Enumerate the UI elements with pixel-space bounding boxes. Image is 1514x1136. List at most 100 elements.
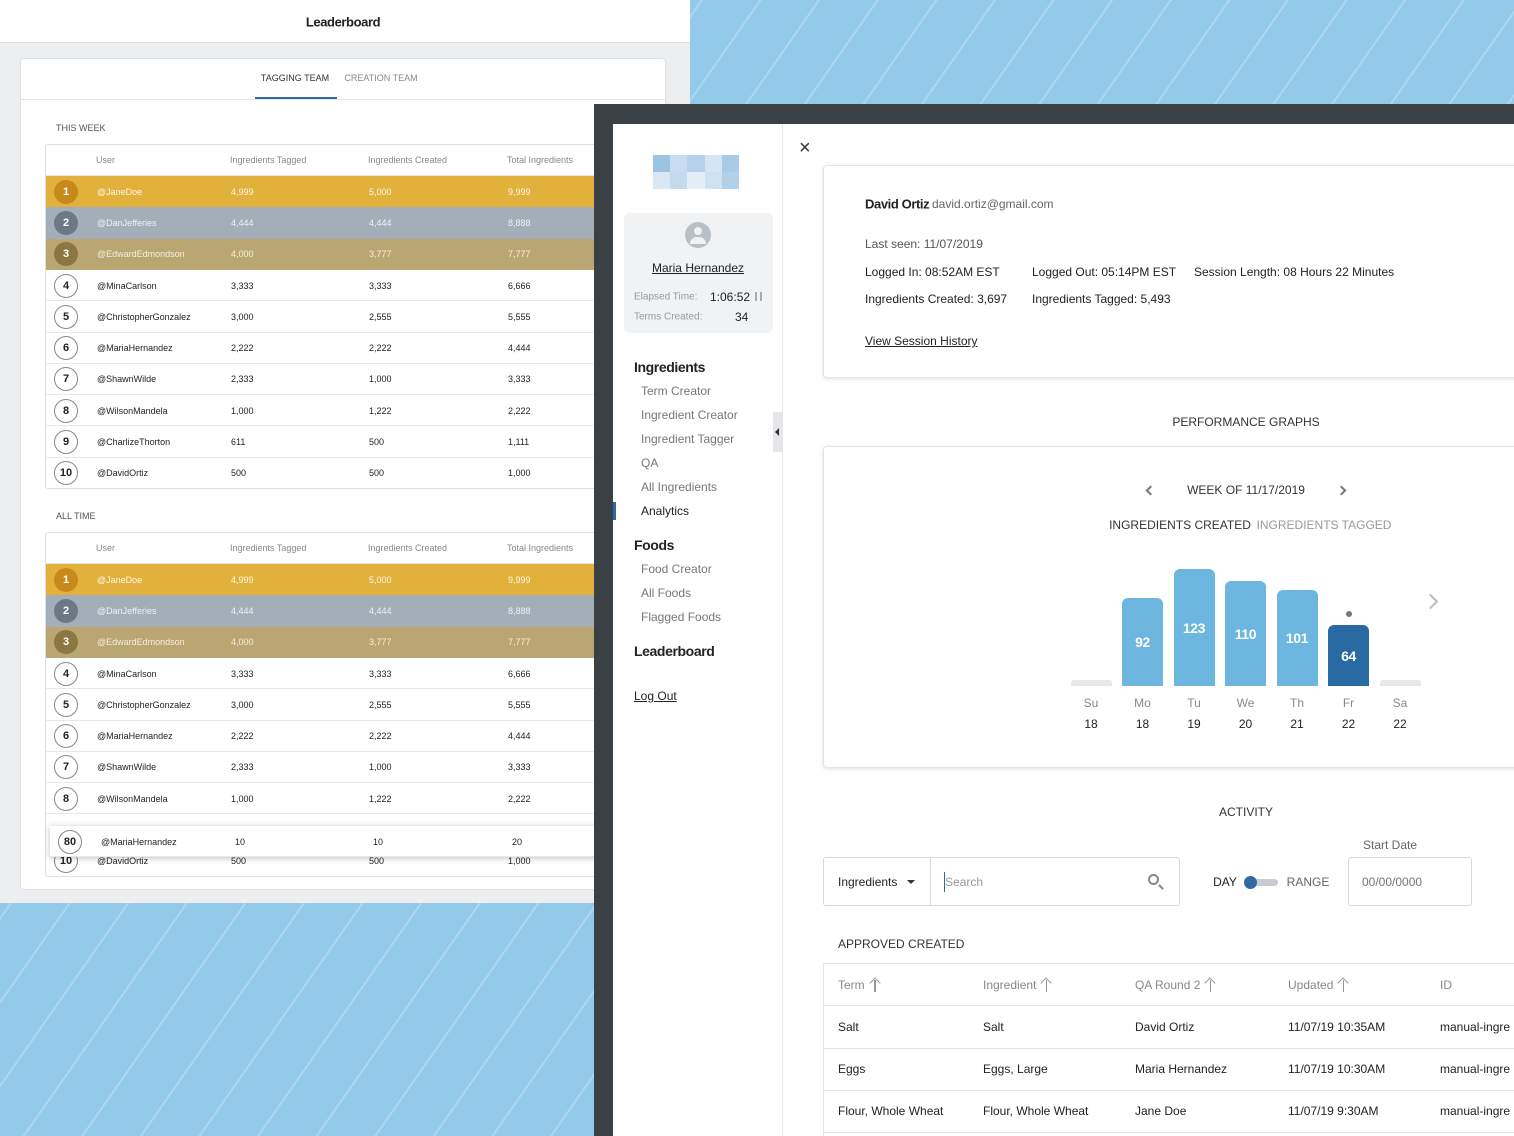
tab[interactable]: TAGGING TEAM	[260, 73, 330, 83]
cell: @MariaHernandez	[101, 836, 177, 847]
row-line	[50, 856, 690, 857]
cell: 11/07/19 9:30AM	[1288, 1104, 1379, 1118]
history-link[interactable]: View Session History	[865, 334, 978, 348]
rank-badge	[54, 598, 78, 623]
nav-item[interactable]: Analytics	[641, 504, 690, 518]
cell: Flour, Whole Wheat	[838, 1104, 944, 1118]
logout[interactable]: Log Out	[634, 689, 677, 703]
cell: @MinaCarlson	[97, 668, 157, 679]
cell: 3,333	[231, 668, 254, 679]
graph-tab[interactable]: INGREDIENTS CREATED	[1109, 518, 1251, 532]
nav-item[interactable]: All Ingredients	[641, 480, 718, 494]
rank: 6	[62, 342, 70, 355]
search-input[interactable]: Search	[945, 875, 984, 889]
cell: 4,999	[231, 186, 254, 197]
pause-icon	[755, 292, 762, 301]
date-label: 20	[1238, 717, 1253, 731]
bar-label: 64	[1341, 647, 1356, 664]
graph-tab[interactable]: INGREDIENTS TAGGED	[1256, 518, 1392, 532]
rank: 8	[62, 404, 70, 417]
cell: 20	[512, 836, 523, 847]
cell: 2,222	[231, 343, 254, 354]
cell: @ChristopherGonzalez	[97, 311, 191, 322]
rank-badge	[54, 273, 78, 298]
cell: 3,333	[508, 374, 531, 385]
cell: Flour, Whole Wheat	[983, 1104, 1089, 1118]
rank-badge	[54, 336, 78, 361]
page-title: Leaderboard	[305, 14, 381, 30]
cell: 1,000	[231, 405, 254, 416]
row-line	[46, 394, 684, 396]
nav-section[interactable]: Foods	[634, 537, 674, 553]
cell: 7,777	[508, 249, 531, 260]
nav-section[interactable]: Ingredients	[634, 359, 706, 375]
column-header: User	[96, 543, 116, 553]
date-input[interactable]	[1348, 857, 1472, 906]
pinned-row: 80 @MariaHernandez 10 10 20	[50, 826, 690, 857]
nav-item[interactable]: Food Creator	[641, 562, 712, 576]
cell: 6,666	[508, 280, 531, 291]
cell: 4,000	[231, 637, 254, 648]
close-button[interactable]: ×	[799, 137, 811, 159]
cell: 5,555	[508, 699, 531, 710]
rank: 3	[62, 248, 70, 261]
cell: 3,000	[231, 699, 254, 710]
filter-dropdown[interactable]: Ingredients	[838, 875, 898, 889]
avatar-body	[690, 237, 706, 244]
rank: 6	[62, 730, 70, 743]
row-line	[46, 688, 684, 690]
caret	[944, 872, 945, 892]
cell: 1,000	[231, 793, 254, 804]
cell: @WilsonMandela	[97, 793, 168, 804]
tab[interactable]: CREATION TEAM	[344, 73, 418, 83]
header-line	[46, 175, 684, 176]
logo-pixel	[704, 172, 722, 189]
nav-item[interactable]: Ingredient Tagger	[641, 432, 735, 446]
cell: @JaneDoe	[97, 574, 143, 585]
rank: 3	[62, 636, 70, 649]
cell: 5,555	[508, 311, 531, 322]
search-icon	[1148, 874, 1159, 885]
cell: 1,222	[369, 405, 392, 416]
cell: 2,222	[369, 343, 392, 354]
cell: 5,000	[369, 186, 392, 197]
cell: @DavidOrtiz	[97, 856, 149, 867]
date-label: 18	[1084, 717, 1098, 731]
cell: 2,222	[369, 731, 392, 742]
table-title: APPROVED CREATED	[838, 937, 965, 951]
toggle-track[interactable]	[1246, 879, 1278, 886]
profile-line: Logged In: 08:52AM EST	[865, 265, 1000, 279]
row-line	[823, 1090, 1514, 1091]
row-line	[46, 362, 684, 364]
nav-item[interactable]: Flagged Foods	[641, 610, 722, 624]
user-name[interactable]: Maria Hernandez	[651, 261, 745, 275]
day-label: Su	[1083, 696, 1099, 710]
cell: David Ortiz	[1135, 1020, 1195, 1034]
week-label: WEEK OF 11/17/2019	[1187, 483, 1305, 497]
nav-section[interactable]: Leaderboard	[634, 643, 715, 659]
avatar	[685, 222, 711, 248]
cell: 500	[369, 437, 385, 448]
row-line	[46, 300, 684, 302]
rank: 8	[62, 792, 70, 805]
nav-item[interactable]: Term Creator	[641, 384, 712, 398]
rank-badge	[54, 630, 78, 655]
date-label: 18	[1135, 717, 1150, 731]
cell: 1,000	[369, 374, 392, 385]
nav-item[interactable]: All Foods	[641, 586, 692, 600]
rank: 10	[59, 467, 73, 480]
cell: @ChristopherGonzalez	[97, 699, 191, 710]
rank: 4	[62, 279, 70, 292]
nav-item[interactable]: Ingredient Creator	[641, 408, 738, 422]
cell: 4,444	[508, 731, 531, 742]
profile-line: Ingredients Tagged: 5,493	[1032, 292, 1171, 306]
profile-name: David Ortiz	[865, 196, 930, 212]
rank-badge	[54, 430, 78, 455]
cell: 611	[231, 437, 246, 448]
cell: 1,000	[508, 468, 531, 479]
nav-item[interactable]: QA	[641, 456, 659, 470]
cell: 2,333	[231, 374, 254, 385]
cell: 6,666	[508, 668, 531, 679]
cell: 4,444	[369, 217, 392, 228]
column-header: ID	[1440, 978, 1452, 992]
